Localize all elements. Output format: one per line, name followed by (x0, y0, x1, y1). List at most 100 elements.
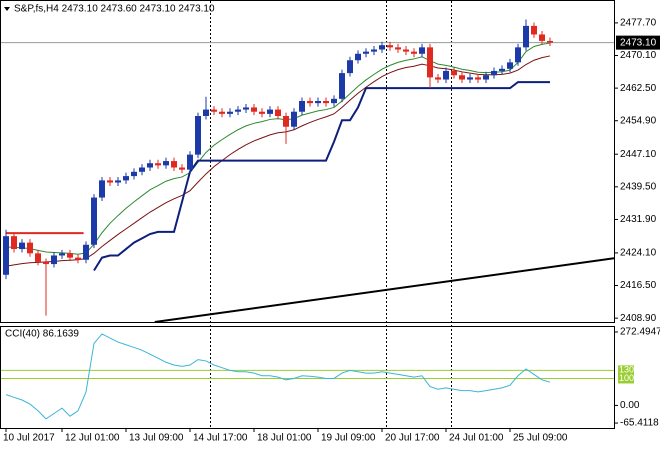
level-label: 100 (619, 373, 634, 383)
candle-body (355, 53, 361, 61)
candle-body (283, 116, 289, 127)
candle-body (115, 180, 121, 183)
y-tick-label: 2470.10 (620, 50, 657, 61)
candle-body (3, 236, 9, 275)
candle-body (371, 49, 377, 52)
candle-body (35, 253, 41, 262)
candle-body (11, 236, 17, 250)
candle-body (203, 109, 209, 117)
current-price-label: 2473.10 (620, 37, 657, 48)
y-tick-label: 2439.50 (620, 181, 657, 192)
x-tick-label: 25 Jul 09:00 (513, 433, 568, 444)
x-tick-label: 10 Jul 2017 (3, 433, 55, 444)
candle-body (147, 163, 153, 168)
candle-body (523, 25, 529, 48)
candle-body (339, 73, 345, 99)
candle-body (227, 111, 233, 114)
candle-body (195, 116, 201, 155)
candle-body (387, 45, 393, 48)
x-tick-label: 12 Jul 01:00 (65, 433, 120, 444)
y-tick-label: 0.00 (620, 400, 640, 411)
y-tick-label: 2431.90 (620, 214, 657, 225)
chart-title: S&P,fs,H4 2473.10 2473.60 2473.10 2473.1… (14, 4, 215, 15)
candle-body (419, 47, 425, 54)
candle-body (507, 62, 513, 69)
overlay-line (93, 81, 550, 272)
candle-body (515, 47, 521, 63)
overlay-line (5, 55, 551, 267)
candle-body (275, 109, 281, 117)
candle-body (403, 49, 409, 52)
candle-body (427, 47, 433, 78)
price-pane (0, 0, 615, 323)
candle-body (491, 70, 497, 76)
candle-body (19, 242, 25, 250)
x-tick-label: 13 Jul 09:00 (129, 433, 184, 444)
candle-body (251, 107, 257, 112)
y-tick-label: 2477.70 (620, 18, 657, 29)
candle-body (435, 77, 441, 80)
candle-body (307, 100, 313, 104)
candle-body (67, 253, 73, 258)
candle-body (323, 100, 329, 104)
candle-body (259, 111, 265, 114)
candle-body (299, 100, 305, 112)
candle-body (43, 261, 49, 265)
candle-body (475, 77, 481, 80)
candle-body (347, 60, 353, 74)
candle-body (363, 51, 369, 54)
x-tick-label: 24 Jul 01:00 (449, 433, 504, 444)
candle-body (379, 45, 385, 50)
candle-body (75, 257, 81, 260)
candle-body (107, 180, 113, 183)
trendline (154, 257, 614, 322)
y-tick-label: 2416.50 (620, 280, 657, 291)
candle-body (83, 244, 89, 260)
x-tick-label: 18 Jul 01:00 (257, 433, 312, 444)
plot (1, 19, 614, 322)
candle-body (171, 161, 177, 168)
y-tick-label: 2424.10 (620, 248, 657, 259)
y-tick-label: 272.4947 (620, 327, 660, 338)
candle-body (331, 98, 337, 104)
x-tick-label: 14 Jul 17:00 (193, 433, 248, 444)
candle-body (27, 242, 33, 254)
level-label-box (618, 365, 634, 376)
current-price-box (616, 35, 660, 50)
candle-body (131, 171, 137, 177)
dropdown-icon[interactable] (4, 7, 10, 11)
candle-body (219, 111, 225, 114)
candle-body (395, 47, 401, 50)
candle-body (547, 40, 553, 43)
candle-body (163, 161, 169, 166)
candle-body (59, 253, 65, 256)
candle-body (51, 255, 57, 265)
candle-body (179, 167, 185, 170)
candle-body (539, 34, 545, 41)
candle-body (91, 197, 97, 245)
candle-body (411, 51, 417, 54)
y-tick-label: 2408.90 (620, 313, 657, 324)
y-tick-label: 2447.10 (620, 149, 657, 160)
candle-body (467, 77, 473, 80)
candle-body (187, 154, 193, 170)
candle-body (123, 176, 129, 181)
candle-body (155, 163, 161, 166)
candle-body (499, 68, 505, 71)
cci-title: CCI(40) 86.1639 (5, 329, 79, 340)
plot (1, 333, 614, 420)
level-label-box (618, 373, 634, 384)
candle-body (451, 70, 457, 76)
candle-body (531, 25, 537, 35)
candle-body (211, 109, 217, 112)
candle-body (483, 75, 489, 80)
candle-body (243, 107, 249, 110)
level-label: 130 (619, 365, 634, 375)
candle-body (235, 109, 241, 112)
x-tick-label: 19 Jul 09:00 (321, 433, 376, 444)
x-tick-label: 20 Jul 17:00 (385, 433, 440, 444)
candle-body (267, 109, 273, 114)
